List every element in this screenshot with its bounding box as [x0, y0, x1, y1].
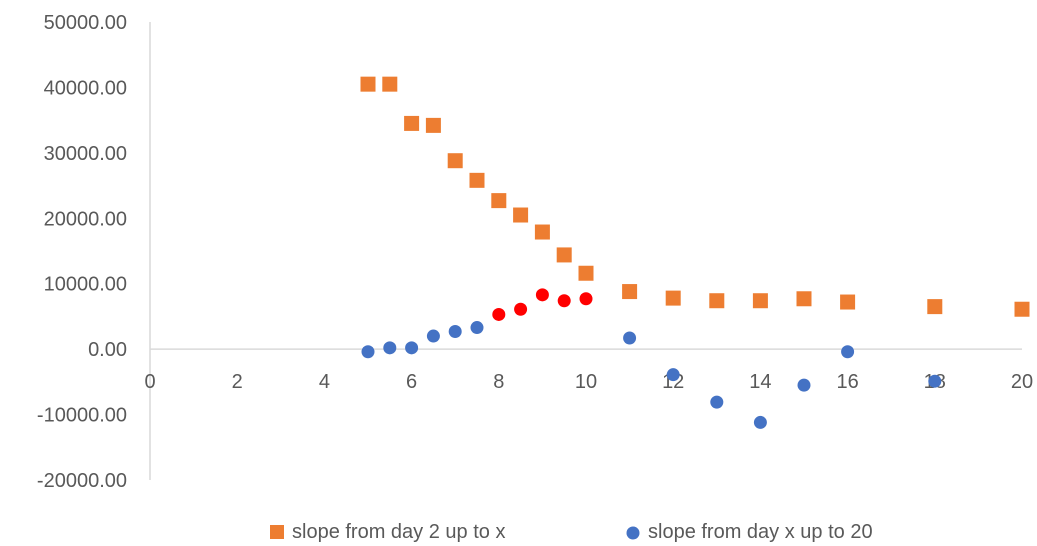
- point-series-1: [491, 193, 507, 209]
- x-tick-label: 10: [575, 371, 597, 393]
- point-series-2: [361, 345, 375, 359]
- y-tick-label: -10000.00: [37, 405, 127, 427]
- x-tick-label: 8: [493, 371, 504, 393]
- point-series-1: [709, 293, 725, 309]
- point-series-1: [447, 153, 463, 169]
- legend: slope from day 2 up to x slope from day …: [270, 521, 873, 543]
- y-tick-label: 40000.00: [44, 77, 127, 99]
- y-tick-labels: 50000.00 40000.00 30000.00 20000.00 10000.00…: [37, 12, 127, 492]
- x-tick-label: 16: [836, 371, 858, 393]
- point-series-1: [1014, 301, 1030, 317]
- point-series-1: [752, 293, 768, 309]
- point-series-1: [665, 290, 681, 306]
- point-series-1: [513, 207, 529, 223]
- point-series-2-highlighted: [492, 307, 506, 321]
- point-series-1: [622, 284, 638, 300]
- point-series-2: [470, 321, 484, 335]
- y-tick-label: 0.00: [88, 339, 127, 361]
- point-series-1: [382, 76, 398, 92]
- point-series-2: [797, 378, 811, 392]
- point-series-1: [425, 117, 441, 133]
- legend-marker-circle: [626, 526, 640, 540]
- point-series-1: [404, 115, 420, 131]
- point-series-1: [578, 265, 594, 281]
- legend-label-series-1: slope from day 2 up to x: [292, 521, 505, 543]
- point-series-2: [405, 341, 419, 355]
- point-series-2-highlighted: [579, 292, 593, 306]
- y-tick-label: 10000.00: [44, 274, 127, 296]
- point-series-2: [710, 395, 724, 409]
- point-series-1: [840, 294, 856, 310]
- point-series-1: [534, 224, 550, 240]
- point-series-2: [448, 324, 462, 338]
- point-series-2-highlighted: [514, 302, 528, 316]
- point-series-1: [556, 247, 572, 263]
- y-tick-label: 20000.00: [44, 208, 127, 230]
- point-series-1: [469, 172, 485, 188]
- x-tick-label: 14: [749, 371, 771, 393]
- y-tick-label: 30000.00: [44, 143, 127, 165]
- point-series-2: [383, 341, 397, 355]
- point-series-2: [666, 368, 680, 382]
- x-tick-label: 6: [406, 371, 417, 393]
- point-series-1: [360, 76, 376, 92]
- point-series-1: [927, 299, 943, 315]
- point-series-1: [796, 291, 812, 307]
- x-tick-label: 2: [232, 371, 243, 393]
- legend-marker-square: [270, 525, 284, 539]
- x-tick-label: 20: [1011, 371, 1033, 393]
- point-series-2: [928, 374, 942, 388]
- y-tick-label: 50000.00: [44, 12, 127, 34]
- point-series-2: [426, 329, 440, 343]
- data-points: [360, 76, 1030, 429]
- axes: [149, 22, 1022, 480]
- point-series-2-highlighted: [557, 294, 571, 308]
- x-tick-label: 4: [319, 371, 330, 393]
- point-series-2-highlighted: [535, 288, 549, 302]
- y-tick-label: -20000.00: [37, 470, 127, 492]
- x-tick-labels: 02468101214161820: [144, 371, 1033, 393]
- point-series-2: [753, 415, 767, 429]
- point-series-2: [623, 331, 637, 345]
- point-series-2: [841, 345, 855, 359]
- legend-label-series-2: slope from day x up to 20: [648, 521, 873, 543]
- x-tick-label: 0: [144, 371, 155, 393]
